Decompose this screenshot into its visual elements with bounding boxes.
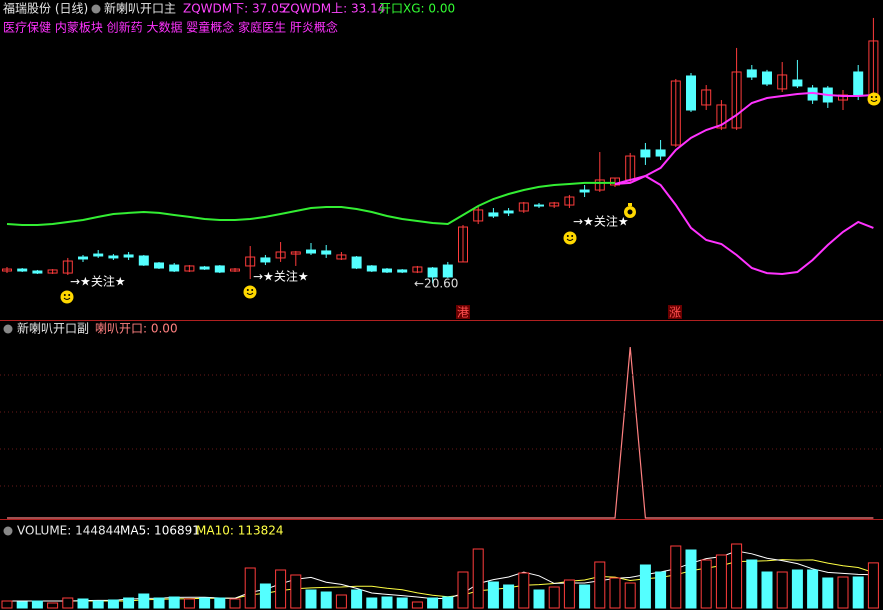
volume-bar xyxy=(715,554,727,609)
volume-bar xyxy=(1,600,13,609)
volume-bar xyxy=(47,602,59,609)
indicator-title: 新喇叭开口主 xyxy=(104,1,176,16)
volume-bar xyxy=(77,598,89,609)
indicator-line xyxy=(6,181,615,226)
annotation: →★关注★ xyxy=(70,274,126,289)
volume-bar xyxy=(31,600,43,609)
volume-bar xyxy=(867,562,879,609)
legend-entry: ZQWDM下: 37.05 xyxy=(183,2,286,16)
indicator-line xyxy=(7,347,874,519)
volume-bar xyxy=(107,599,119,609)
volume-bar xyxy=(199,597,211,609)
volume-bar xyxy=(411,601,423,609)
volume-bar xyxy=(518,572,530,609)
legend-entry: MA5: 106891 xyxy=(120,524,200,538)
indicator-icon xyxy=(91,4,101,14)
volume-bar xyxy=(791,569,803,609)
volume-bar xyxy=(639,564,651,609)
volume-bar xyxy=(563,579,575,609)
volume-bar xyxy=(153,597,165,609)
volume-bar xyxy=(822,577,834,609)
badge: 港 xyxy=(457,306,469,320)
panel-title: 新喇叭开口副 xyxy=(17,321,89,336)
dotted-guides xyxy=(0,374,883,487)
volume-bar xyxy=(807,569,819,609)
smiley xyxy=(563,231,577,245)
volume-bar xyxy=(852,576,864,609)
volume-bar xyxy=(776,571,788,609)
volume-bar xyxy=(123,597,135,609)
volume-bar xyxy=(214,597,226,609)
concept-tags: 医疗保健 内蒙板块 创新药 大数据 婴童概念 家庭医生 肝炎概念 xyxy=(3,20,338,35)
volume-bar xyxy=(624,582,636,609)
volume-bar xyxy=(457,571,469,609)
indicator-line xyxy=(7,559,874,602)
volume-bar xyxy=(168,596,180,609)
volume-bar xyxy=(427,597,439,609)
volume-bar xyxy=(244,567,256,609)
legend-entry: ZQWDM上: 33.14 xyxy=(282,2,385,16)
volume-bar xyxy=(503,584,515,609)
indicator-line xyxy=(7,550,874,602)
volume-bar xyxy=(746,559,758,609)
badge: 涨 xyxy=(669,305,681,320)
volume-bar xyxy=(259,583,271,609)
volume-bar xyxy=(837,576,849,609)
badge-box xyxy=(668,305,682,319)
volume-bar xyxy=(761,571,773,609)
legend-entry: MA10: 113824 xyxy=(196,524,284,538)
legend-entry: 喇叭开口: 0.00 xyxy=(95,321,178,336)
legend-entry: 开口XG: 0.00 xyxy=(379,2,455,16)
volume-bar xyxy=(533,589,545,609)
volume-bar xyxy=(138,593,150,609)
smiley xyxy=(243,285,257,299)
volume-bar xyxy=(366,597,378,609)
volume-bar xyxy=(305,589,317,609)
smiley xyxy=(867,92,881,106)
volume-bar xyxy=(16,601,28,609)
stock-title: 福瑞股份 (日线) xyxy=(3,1,88,16)
volume-bar xyxy=(731,543,743,609)
smiley xyxy=(60,290,74,304)
volume-bar xyxy=(579,584,591,609)
volume-bar xyxy=(62,597,74,609)
badge-box xyxy=(456,305,470,319)
volume-bar xyxy=(381,596,393,609)
volume-bar xyxy=(320,591,332,609)
volume-bar xyxy=(183,598,195,609)
indicator-icon xyxy=(3,526,13,536)
annotation: ←20.60 xyxy=(414,277,458,291)
volume-bar xyxy=(335,594,347,609)
volume-bar xyxy=(229,598,241,609)
volume-bar xyxy=(396,597,408,609)
volume-bar xyxy=(290,574,302,609)
indicator-line xyxy=(614,174,874,276)
annotation: →★关注★ xyxy=(253,269,309,284)
volume-bar xyxy=(442,596,454,609)
volume-bar xyxy=(594,561,606,609)
panel-title: VOLUME: 144844 xyxy=(17,524,121,538)
smileys xyxy=(60,92,881,304)
volume-bar xyxy=(351,589,363,609)
volume-bar xyxy=(275,569,287,609)
badges: 港 涨 xyxy=(456,305,682,320)
volume-bar xyxy=(548,586,560,609)
volume-bar xyxy=(609,577,621,609)
volume-bar xyxy=(685,549,697,609)
volume-bar xyxy=(487,581,499,609)
volume-bar xyxy=(472,548,484,609)
indicator-line xyxy=(614,91,874,185)
money-bag xyxy=(624,203,636,218)
volume-bar xyxy=(670,545,682,609)
volume-bar xyxy=(700,559,712,609)
indicator-icon xyxy=(3,324,13,334)
volume-bar xyxy=(92,600,104,609)
volume-bar xyxy=(655,571,667,609)
annotation: →★关注★ xyxy=(573,214,629,229)
